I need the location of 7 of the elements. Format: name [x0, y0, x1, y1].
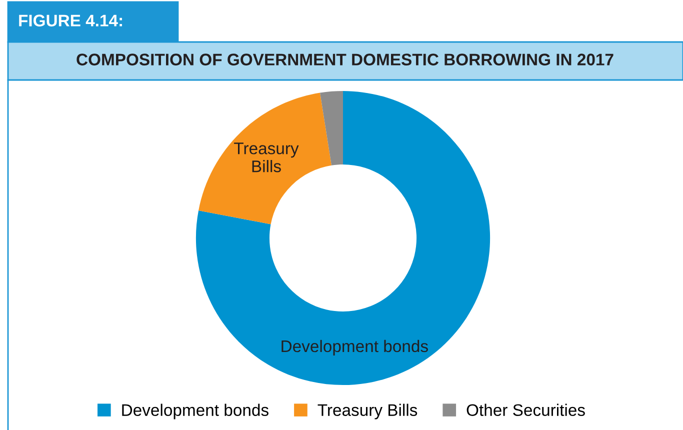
- legend-label: Development bonds: [122, 404, 268, 420]
- chart-subtitle: COMPOSITION OF GOVERNMENT DOMESTIC BORROWING IN 2017: [76, 54, 614, 66]
- legend-label: Other Securities: [466, 404, 585, 416]
- slice-label: Development bonds: [282, 340, 428, 356]
- legend-label: Treasury Bills: [318, 404, 418, 420]
- chart-title: FIGURE 4.14:: [19, 14, 122, 26]
- slice-label: Treasury Bills: [234, 142, 299, 172]
